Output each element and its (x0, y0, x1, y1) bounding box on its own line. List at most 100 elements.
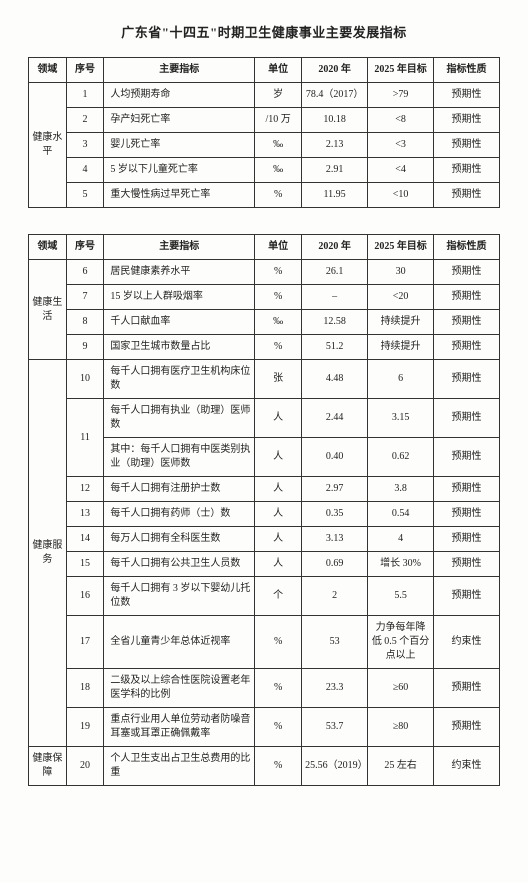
type-cell: 预期性 (434, 399, 500, 438)
y2025-cell: 5.5 (368, 577, 434, 616)
indicator-cell: 婴儿死亡率 (104, 133, 255, 158)
header-y2025: 2025 年目标 (368, 58, 434, 83)
unit-cell: 人 (255, 477, 302, 502)
y2020-cell: 12.58 (302, 310, 368, 335)
seq-cell: 19 (66, 708, 104, 747)
y2020-cell: 2.44 (302, 399, 368, 438)
y2025-cell: 3.15 (368, 399, 434, 438)
y2025-cell: 6 (368, 360, 434, 399)
unit-cell: ‰ (255, 310, 302, 335)
unit-cell: % (255, 260, 302, 285)
type-cell: 预期性 (434, 310, 500, 335)
unit-cell: ‰ (255, 133, 302, 158)
seq-cell: 18 (66, 669, 104, 708)
domain-cell: 健康保障 (29, 747, 67, 786)
table-row: 17全省儿童青少年总体近视率%53力争每年降低 0.5 个百分点以上约束性 (29, 616, 500, 669)
indicator-cell: 每千人口拥有公共卫生人员数 (104, 552, 255, 577)
indicator-cell: 重点行业用人单位劳动者防噪音耳塞或耳罩正确佩戴率 (104, 708, 255, 747)
seq-cell: 16 (66, 577, 104, 616)
y2020-cell: 11.95 (302, 183, 368, 208)
seq-cell: 20 (66, 747, 104, 786)
table-row: 13每千人口拥有药师（士）数人0.350.54预期性 (29, 502, 500, 527)
table-row: 19重点行业用人单位劳动者防噪音耳塞或耳罩正确佩戴率%53.7≥80预期性 (29, 708, 500, 747)
unit-cell: 人 (255, 399, 302, 438)
header-unit: 单位 (255, 58, 302, 83)
table-row: 健康保障20个人卫生支出占卫生总费用的比重%25.56（2019）25 左右约束… (29, 747, 500, 786)
indicator-cell: 每千人口拥有执业（助理）医师数 (104, 399, 255, 438)
table-row: 9国家卫生城市数量占比%51.2持续提升预期性 (29, 335, 500, 360)
domain-cell: 健康水平 (29, 83, 67, 208)
y2025-cell: >79 (368, 83, 434, 108)
indicator-cell: 二级及以上综合性医院设置老年医学科的比例 (104, 669, 255, 708)
indicator-table: 领域序号主要指标单位2020 年2025 年目标指标性质健康水平1人均预期寿命岁… (28, 57, 500, 208)
seq-cell: 7 (66, 285, 104, 310)
seq-cell: 6 (66, 260, 104, 285)
seq-cell: 13 (66, 502, 104, 527)
indicator-cell: 其中：每千人口拥有中医类别执业（助理）医师数 (104, 438, 255, 477)
domain-cell: 健康生活 (29, 260, 67, 360)
table-row: 18二级及以上综合性医院设置老年医学科的比例%23.3≥60预期性 (29, 669, 500, 708)
unit-cell: 个 (255, 577, 302, 616)
seq-cell: 1 (66, 83, 104, 108)
indicator-cell: 15 岁以上人群吸烟率 (104, 285, 255, 310)
type-cell: 预期性 (434, 260, 500, 285)
type-cell: 预期性 (434, 502, 500, 527)
type-cell: 预期性 (434, 285, 500, 310)
indicator-cell: 5 岁以下儿童死亡率 (104, 158, 255, 183)
indicator-cell: 每千人口拥有注册护士数 (104, 477, 255, 502)
type-cell: 预期性 (434, 83, 500, 108)
header-seq: 序号 (66, 235, 104, 260)
table-row: 5重大慢性病过早死亡率%11.95<10预期性 (29, 183, 500, 208)
y2020-cell: 53 (302, 616, 368, 669)
unit-cell: % (255, 285, 302, 310)
header-type: 指标性质 (434, 58, 500, 83)
indicator-cell: 国家卫生城市数量占比 (104, 335, 255, 360)
y2020-cell: 2 (302, 577, 368, 616)
table-row: 11每千人口拥有执业（助理）医师数人2.443.15预期性 (29, 399, 500, 438)
y2025-cell: 30 (368, 260, 434, 285)
y2020-cell: 3.13 (302, 527, 368, 552)
seq-cell: 12 (66, 477, 104, 502)
seq-cell: 10 (66, 360, 104, 399)
type-cell: 预期性 (434, 335, 500, 360)
header-indicator: 主要指标 (104, 58, 255, 83)
table-row: 15每千人口拥有公共卫生人员数人0.69增长 30%预期性 (29, 552, 500, 577)
y2020-cell: 2.13 (302, 133, 368, 158)
y2025-cell: 3.8 (368, 477, 434, 502)
type-cell: 预期性 (434, 552, 500, 577)
unit-cell: % (255, 669, 302, 708)
unit-cell: 人 (255, 527, 302, 552)
y2025-cell: 增长 30% (368, 552, 434, 577)
y2020-cell: 4.48 (302, 360, 368, 399)
seq-cell: 15 (66, 552, 104, 577)
y2020-cell: 26.1 (302, 260, 368, 285)
y2025-cell: <4 (368, 158, 434, 183)
indicator-cell: 居民健康素养水平 (104, 260, 255, 285)
type-cell: 预期性 (434, 108, 500, 133)
y2025-cell: 0.62 (368, 438, 434, 477)
y2025-cell: ≥80 (368, 708, 434, 747)
table-row: 45 岁以下儿童死亡率‰2.91<4预期性 (29, 158, 500, 183)
domain-cell: 健康服务 (29, 360, 67, 747)
indicator-cell: 每千人口拥有医疗卫生机构床位数 (104, 360, 255, 399)
y2025-cell: 持续提升 (368, 310, 434, 335)
seq-cell: 3 (66, 133, 104, 158)
type-cell: 约束性 (434, 616, 500, 669)
type-cell: 预期性 (434, 183, 500, 208)
indicator-cell: 人均预期寿命 (104, 83, 255, 108)
y2025-cell: 4 (368, 527, 434, 552)
tables-container: 领域序号主要指标单位2020 年2025 年目标指标性质健康水平1人均预期寿命岁… (28, 57, 500, 786)
y2020-cell: 0.40 (302, 438, 368, 477)
header-y2020: 2020 年 (302, 58, 368, 83)
y2025-cell: 力争每年降低 0.5 个百分点以上 (368, 616, 434, 669)
unit-cell: 人 (255, 552, 302, 577)
indicator-cell: 重大慢性病过早死亡率 (104, 183, 255, 208)
unit-cell: ‰ (255, 158, 302, 183)
table-row: 8千人口献血率‰12.58持续提升预期性 (29, 310, 500, 335)
indicator-cell: 每万人口拥有全科医生数 (104, 527, 255, 552)
table-row: 健康生活6居民健康素养水平%26.130预期性 (29, 260, 500, 285)
seq-cell: 17 (66, 616, 104, 669)
y2020-cell: 51.2 (302, 335, 368, 360)
y2025-cell: 持续提升 (368, 335, 434, 360)
seq-cell: 2 (66, 108, 104, 133)
